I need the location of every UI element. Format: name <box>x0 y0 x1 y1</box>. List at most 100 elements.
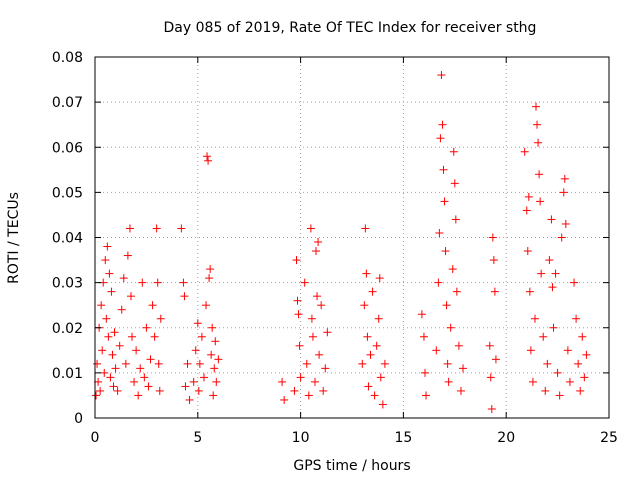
data-point <box>140 373 149 382</box>
data-point <box>104 332 113 341</box>
data-point <box>442 301 451 310</box>
data-point <box>189 377 198 386</box>
data-point <box>211 337 220 346</box>
data-point <box>214 355 223 364</box>
data-point <box>549 323 558 332</box>
y-tick-label: 0.05 <box>52 185 83 201</box>
data-point <box>524 192 533 201</box>
data-point <box>197 332 206 341</box>
data-point <box>486 373 495 382</box>
data-point <box>101 256 110 265</box>
data-point <box>306 224 315 233</box>
chart-title: Day 085 of 2019, Rate Of TEC Index for r… <box>164 20 537 36</box>
data-point <box>361 224 370 233</box>
data-point <box>199 373 208 382</box>
data-point <box>435 228 444 237</box>
data-point <box>96 386 105 395</box>
data-point <box>123 251 132 260</box>
data-point <box>308 332 317 341</box>
data-point <box>374 314 383 323</box>
data-point <box>314 238 323 247</box>
x-tick-labels: 0 5 10 15 20 25 <box>91 430 618 446</box>
data-point <box>209 391 218 400</box>
data-point <box>292 256 301 265</box>
data-point <box>138 278 147 287</box>
data-point <box>177 224 186 233</box>
data-point <box>489 256 498 265</box>
data-point <box>136 364 145 373</box>
data-point <box>533 120 542 129</box>
data-point <box>456 386 465 395</box>
data-point <box>576 386 585 395</box>
data-point <box>370 391 379 400</box>
data-point <box>436 134 445 143</box>
data-point <box>574 359 583 368</box>
data-point <box>362 269 371 278</box>
data-point <box>376 373 385 382</box>
data-point <box>146 355 155 364</box>
data-point <box>487 404 496 413</box>
data-point <box>310 377 319 386</box>
x-tick-label: 25 <box>600 430 618 446</box>
data-point <box>317 301 326 310</box>
data-point <box>280 395 289 404</box>
data-point <box>553 368 562 377</box>
data-point <box>582 350 591 359</box>
data-point <box>144 382 153 391</box>
data-point <box>525 287 534 296</box>
data-point <box>536 197 545 206</box>
data-point <box>300 278 309 287</box>
y-tick-label: 0 <box>74 411 83 427</box>
data-point <box>150 332 159 341</box>
data-point <box>142 323 151 332</box>
data-point <box>551 269 560 278</box>
data-point <box>93 359 102 368</box>
x-tick-label: 5 <box>193 430 202 446</box>
data-point <box>278 377 287 386</box>
data-point <box>440 197 449 206</box>
x-tick-label: 10 <box>292 430 310 446</box>
data-point <box>121 359 130 368</box>
data-point <box>113 386 122 395</box>
data-point <box>155 386 164 395</box>
data-point <box>202 301 211 310</box>
data-point <box>437 71 446 80</box>
data-point <box>295 341 304 350</box>
data-point <box>485 341 494 350</box>
data-point <box>448 265 457 274</box>
data-point <box>530 314 539 323</box>
data-point <box>194 386 203 395</box>
data-point <box>560 174 569 183</box>
data-point <box>302 359 311 368</box>
data-point <box>417 310 426 319</box>
y-tick-label: 0.03 <box>52 276 83 292</box>
data-point <box>547 215 556 224</box>
data-point <box>446 323 455 332</box>
data-point <box>307 314 316 323</box>
y-tick-labels: 0 0.01 0.02 0.03 0.04 0.05 0.06 0.07 0.08 <box>52 50 83 427</box>
data-point <box>97 301 106 310</box>
data-point <box>323 328 332 337</box>
data-point <box>372 341 381 350</box>
data-point <box>490 287 499 296</box>
data-point <box>290 386 299 395</box>
plot-frame <box>94 56 610 419</box>
x-tick-label: 15 <box>394 430 412 446</box>
x-tick-label: 0 <box>91 430 100 446</box>
data-point <box>185 395 194 404</box>
data-point <box>438 120 447 129</box>
data-point <box>156 314 165 323</box>
data-point <box>543 359 552 368</box>
data-point <box>102 314 111 323</box>
data-point <box>110 328 119 337</box>
grid-lines <box>95 57 609 418</box>
data-point <box>534 138 543 147</box>
data-point <box>304 391 313 400</box>
y-tick-label: 0.08 <box>52 50 83 66</box>
data-point <box>92 391 101 400</box>
data-point <box>181 382 190 391</box>
data-point <box>134 391 143 400</box>
data-point <box>360 301 369 310</box>
data-point <box>443 359 452 368</box>
